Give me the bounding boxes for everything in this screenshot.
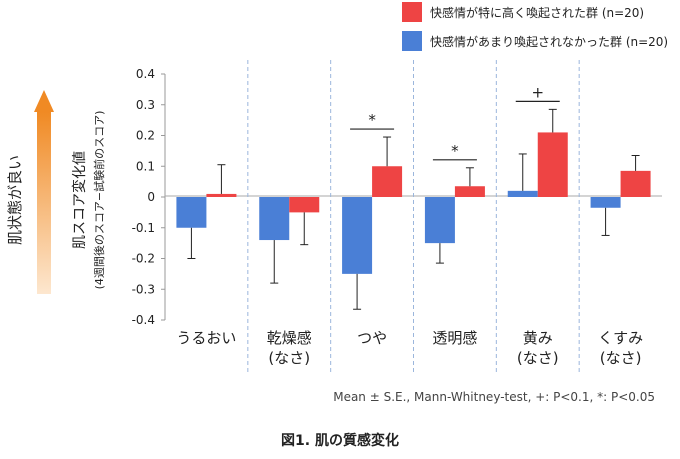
x-tick-label: うるおい <box>176 329 236 347</box>
bar-low-group <box>176 197 207 228</box>
y-tick-label: 0.1 <box>136 159 155 173</box>
error-bars <box>187 108 640 310</box>
y-tick-label: 0.2 <box>136 129 155 143</box>
footnote: Mean ± S.E., Mann-Whitney-test, +: P<0.1… <box>333 390 655 404</box>
x-tick-label: 黄み <box>523 329 553 347</box>
x-axis-labels: うるおい 乾燥感 (なさ) つや 透明感 黄み (なさ) くすみ (なさ) <box>176 329 643 367</box>
legend-swatch-low <box>402 31 422 51</box>
x-tick-label: 透明感 <box>432 329 477 347</box>
y-tick-label: 0.3 <box>136 98 155 112</box>
arrow-shaft <box>37 112 51 294</box>
significance-label: * <box>368 111 376 129</box>
y-axis-label: 肌スコア変化値 <box>71 151 88 249</box>
significance-markers: * * + <box>350 83 560 161</box>
bar-low-group <box>424 197 455 244</box>
x-tick-label: つや <box>357 329 387 347</box>
significance-label: + <box>531 83 544 101</box>
y-tick-label: -0.1 <box>132 221 155 235</box>
legend-label-high: 快感情が特に高く喚起された群 (n=20) <box>430 5 644 20</box>
y-tick-label: -0.2 <box>132 252 155 266</box>
y-tick-label: -0.4 <box>132 313 155 327</box>
x-tick-label: くすみ <box>598 329 643 347</box>
bar-low-group <box>590 197 621 208</box>
legend-swatch-high <box>402 2 422 22</box>
x-tick-label: 乾燥感 <box>267 329 312 347</box>
bar-low-group <box>507 190 538 197</box>
bar-high-group <box>206 193 237 197</box>
category-separators <box>247 60 580 372</box>
up-arrow-icon <box>34 90 54 112</box>
y-tick-label: 0.4 <box>136 67 155 81</box>
bar-high-group <box>372 166 403 197</box>
better-skin-indicator: 肌状態が良い <box>6 90 54 294</box>
legend-label-low: 快感情があまり喚起されなかった群 (n=20) <box>430 34 668 49</box>
x-tick-label-sub: (なさ) <box>517 349 559 367</box>
significance-label: * <box>451 142 459 160</box>
x-tick-label-sub: (なさ) <box>268 349 310 367</box>
y-axis-sublabel: (4週間後のスコア−試験前のスコア) <box>92 111 106 290</box>
bar-low-group <box>342 197 373 274</box>
bar-high-group <box>620 170 651 197</box>
y-tick-label: 0 <box>147 190 155 204</box>
y-tick-label: -0.3 <box>132 282 155 296</box>
bar-high-group <box>289 197 320 213</box>
bar-high-group <box>454 186 485 197</box>
bar-low-group <box>259 197 290 241</box>
side-label: 肌状態が良い <box>6 155 24 245</box>
legend: 快感情が特に高く喚起された群 (n=20) 快感情があまり喚起されなかった群 (… <box>402 2 668 51</box>
bar-high-group <box>537 132 568 197</box>
figure-caption: 図1. 肌の質感変化 <box>281 432 399 449</box>
bars <box>176 132 651 274</box>
x-tick-label-sub: (なさ) <box>600 349 642 367</box>
y-ticks: 0.4 0.3 0.2 0.1 0 -0.1 -0.2 -0.3 -0.4 <box>132 67 165 327</box>
